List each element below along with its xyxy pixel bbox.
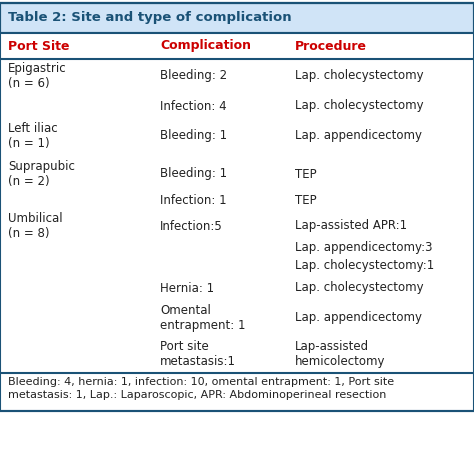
Text: Suprapubic
(n = 2): Suprapubic (n = 2)	[8, 160, 75, 188]
Text: Lap. appendicectomy:3: Lap. appendicectomy:3	[295, 242, 432, 254]
Text: Complication: Complication	[160, 40, 251, 53]
Bar	[0, 59, 474, 93]
Text: Infection: 1: Infection: 1	[160, 194, 227, 207]
Text: Umbilical
(n = 8): Umbilical (n = 8)	[8, 212, 63, 240]
Bar	[0, 187, 474, 213]
Text: Lap. cholecystectomy:1: Lap. cholecystectomy:1	[295, 260, 434, 272]
Text: Lap. appendicectomy: Lap. appendicectomy	[295, 130, 422, 142]
Text: Lap. appendicectomy: Lap. appendicectomy	[295, 312, 422, 325]
Text: Lap. cholecystectomy: Lap. cholecystectomy	[295, 70, 424, 83]
Text: Omental
entrapment: 1: Omental entrapment: 1	[160, 304, 246, 332]
Bar	[0, 239, 474, 257]
Text: Table 2: Site and type of complication: Table 2: Site and type of complication	[8, 12, 292, 24]
Text: TEP: TEP	[295, 194, 317, 207]
Text: Port site
metastasis:1: Port site metastasis:1	[160, 340, 236, 368]
Bar	[0, 119, 474, 153]
Bar	[0, 213, 474, 239]
Text: Bleeding: 1: Bleeding: 1	[160, 167, 227, 181]
Bar	[0, 153, 474, 161]
Text: Hernia: 1: Hernia: 1	[160, 282, 214, 295]
Text: Left iliac
(n = 1): Left iliac (n = 1)	[8, 122, 58, 150]
Text: Lap. cholecystectomy: Lap. cholecystectomy	[295, 100, 424, 112]
Bar	[0, 161, 474, 187]
Text: Bleeding: 4, hernia: 1, infection: 10, omental entrapment: 1, Port site
metastas: Bleeding: 4, hernia: 1, infection: 10, o…	[8, 377, 394, 400]
Text: Infection: 4: Infection: 4	[160, 100, 227, 112]
Bar	[0, 3, 474, 411]
Bar	[0, 301, 474, 335]
Bar	[0, 335, 474, 373]
Text: Lap. cholecystectomy: Lap. cholecystectomy	[295, 282, 424, 295]
Text: Infection:5: Infection:5	[160, 219, 223, 232]
Text: Bleeding: 1: Bleeding: 1	[160, 130, 227, 142]
Text: Procedure: Procedure	[295, 40, 367, 53]
Bar	[0, 93, 474, 119]
Text: TEP: TEP	[295, 167, 317, 181]
Text: Lap-assisted APR:1: Lap-assisted APR:1	[295, 219, 407, 232]
Bar	[0, 275, 474, 301]
Bar	[0, 33, 474, 59]
Bar	[0, 373, 474, 411]
Bar	[0, 3, 474, 33]
Text: Lap-assisted
hemicolectomy: Lap-assisted hemicolectomy	[295, 340, 385, 368]
Text: Bleeding: 2: Bleeding: 2	[160, 70, 227, 83]
Text: Port Site: Port Site	[8, 40, 70, 53]
Bar	[0, 257, 474, 275]
Text: Epigastric
(n = 6): Epigastric (n = 6)	[8, 62, 67, 90]
